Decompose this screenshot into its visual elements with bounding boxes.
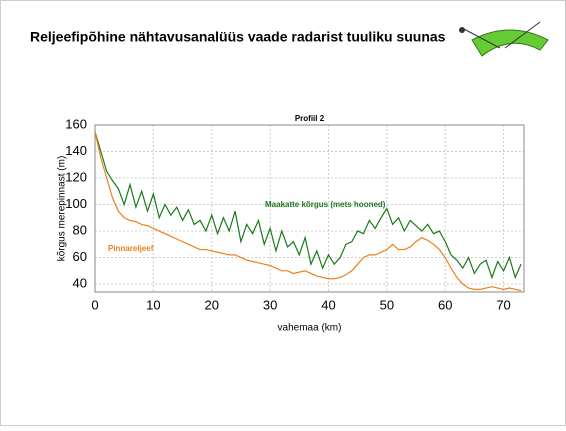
slide-frame — [1, 1, 566, 426]
y-tick-label: 160 — [65, 116, 87, 131]
chart-title: Profiil 2 — [295, 114, 325, 123]
page: Reljeefipõhine nähtavusanalüüs vaade rad… — [0, 0, 566, 431]
y-axis-label: kõrgus merepinnast (m) — [57, 156, 68, 262]
slide-title: Reljeefipõhine nähtavusanalüüs vaade rad… — [30, 29, 446, 45]
y-tick-label: 40 — [73, 275, 87, 290]
x-tick-label: 50 — [380, 297, 394, 312]
x-tick-label: 20 — [205, 297, 219, 312]
x-tick-label: 10 — [146, 297, 160, 312]
x-tick-label: 40 — [321, 297, 335, 312]
x-axis-label: vahemaa (km) — [278, 323, 342, 334]
x-tick-label: 60 — [438, 297, 452, 312]
x-tick-label: 0 — [91, 297, 98, 312]
y-tick-label: 120 — [65, 169, 87, 184]
y-tick-label: 140 — [65, 143, 87, 158]
annotation: Maakatte kõrgus (mets hooned) — [265, 200, 386, 209]
x-tick-label: 30 — [263, 297, 277, 312]
y-tick-label: 100 — [65, 196, 87, 211]
y-tick-label: 60 — [73, 249, 87, 264]
slide: Reljeefipõhine nähtavusanalüüs vaade rad… — [0, 0, 566, 426]
x-tick-label: 70 — [496, 297, 510, 312]
y-tick-label: 80 — [73, 222, 87, 237]
annotation: Pinnareljeef — [108, 244, 154, 253]
